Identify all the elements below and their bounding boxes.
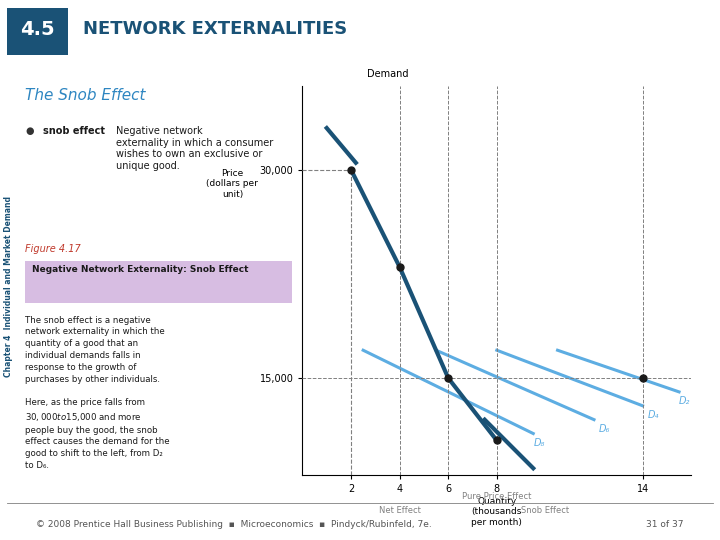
Text: ●: ● [25,126,34,136]
Text: snob effect: snob effect [42,126,104,136]
Text: Negative Network Externality: Snob Effect: Negative Network Externality: Snob Effec… [32,265,248,274]
Text: © 2008 Prentice Hall Business Publishing  ▪  Microeconomics  ▪  Pindyck/Rubinfel: © 2008 Prentice Hall Business Publishing… [36,521,432,529]
Text: The Snob Effect: The Snob Effect [25,88,145,103]
Text: Demand: Demand [367,69,409,79]
Text: D₂: D₂ [679,396,690,406]
Text: The snob effect is a negative
network externality in which the
quantity of a goo: The snob effect is a negative network ex… [25,316,170,470]
Text: Net Effect: Net Effect [379,506,420,515]
Text: D₆: D₆ [599,424,611,434]
Text: D₈: D₈ [534,438,544,448]
X-axis label: Quantity
(thousands
per month): Quantity (thousands per month) [472,497,522,527]
Text: NETWORK EXTERNALITIES: NETWORK EXTERNALITIES [83,20,347,38]
Text: Negative network
externality in which a consumer
wishes to own an exclusive or
u: Negative network externality in which a … [117,126,274,171]
Text: Chapter 4  Individual and Market Demand: Chapter 4 Individual and Market Demand [4,195,14,377]
Text: Snob Effect: Snob Effect [521,506,570,515]
Text: 4.5: 4.5 [20,19,55,39]
Text: Pure Price Effect: Pure Price Effect [462,492,531,501]
FancyBboxPatch shape [7,9,68,55]
Text: D₄: D₄ [647,410,659,420]
FancyBboxPatch shape [25,261,292,303]
Text: Price
(dollars per
unit): Price (dollars per unit) [207,168,258,199]
Text: Figure 4.17: Figure 4.17 [25,244,81,254]
Text: 31 of 37: 31 of 37 [647,521,684,529]
